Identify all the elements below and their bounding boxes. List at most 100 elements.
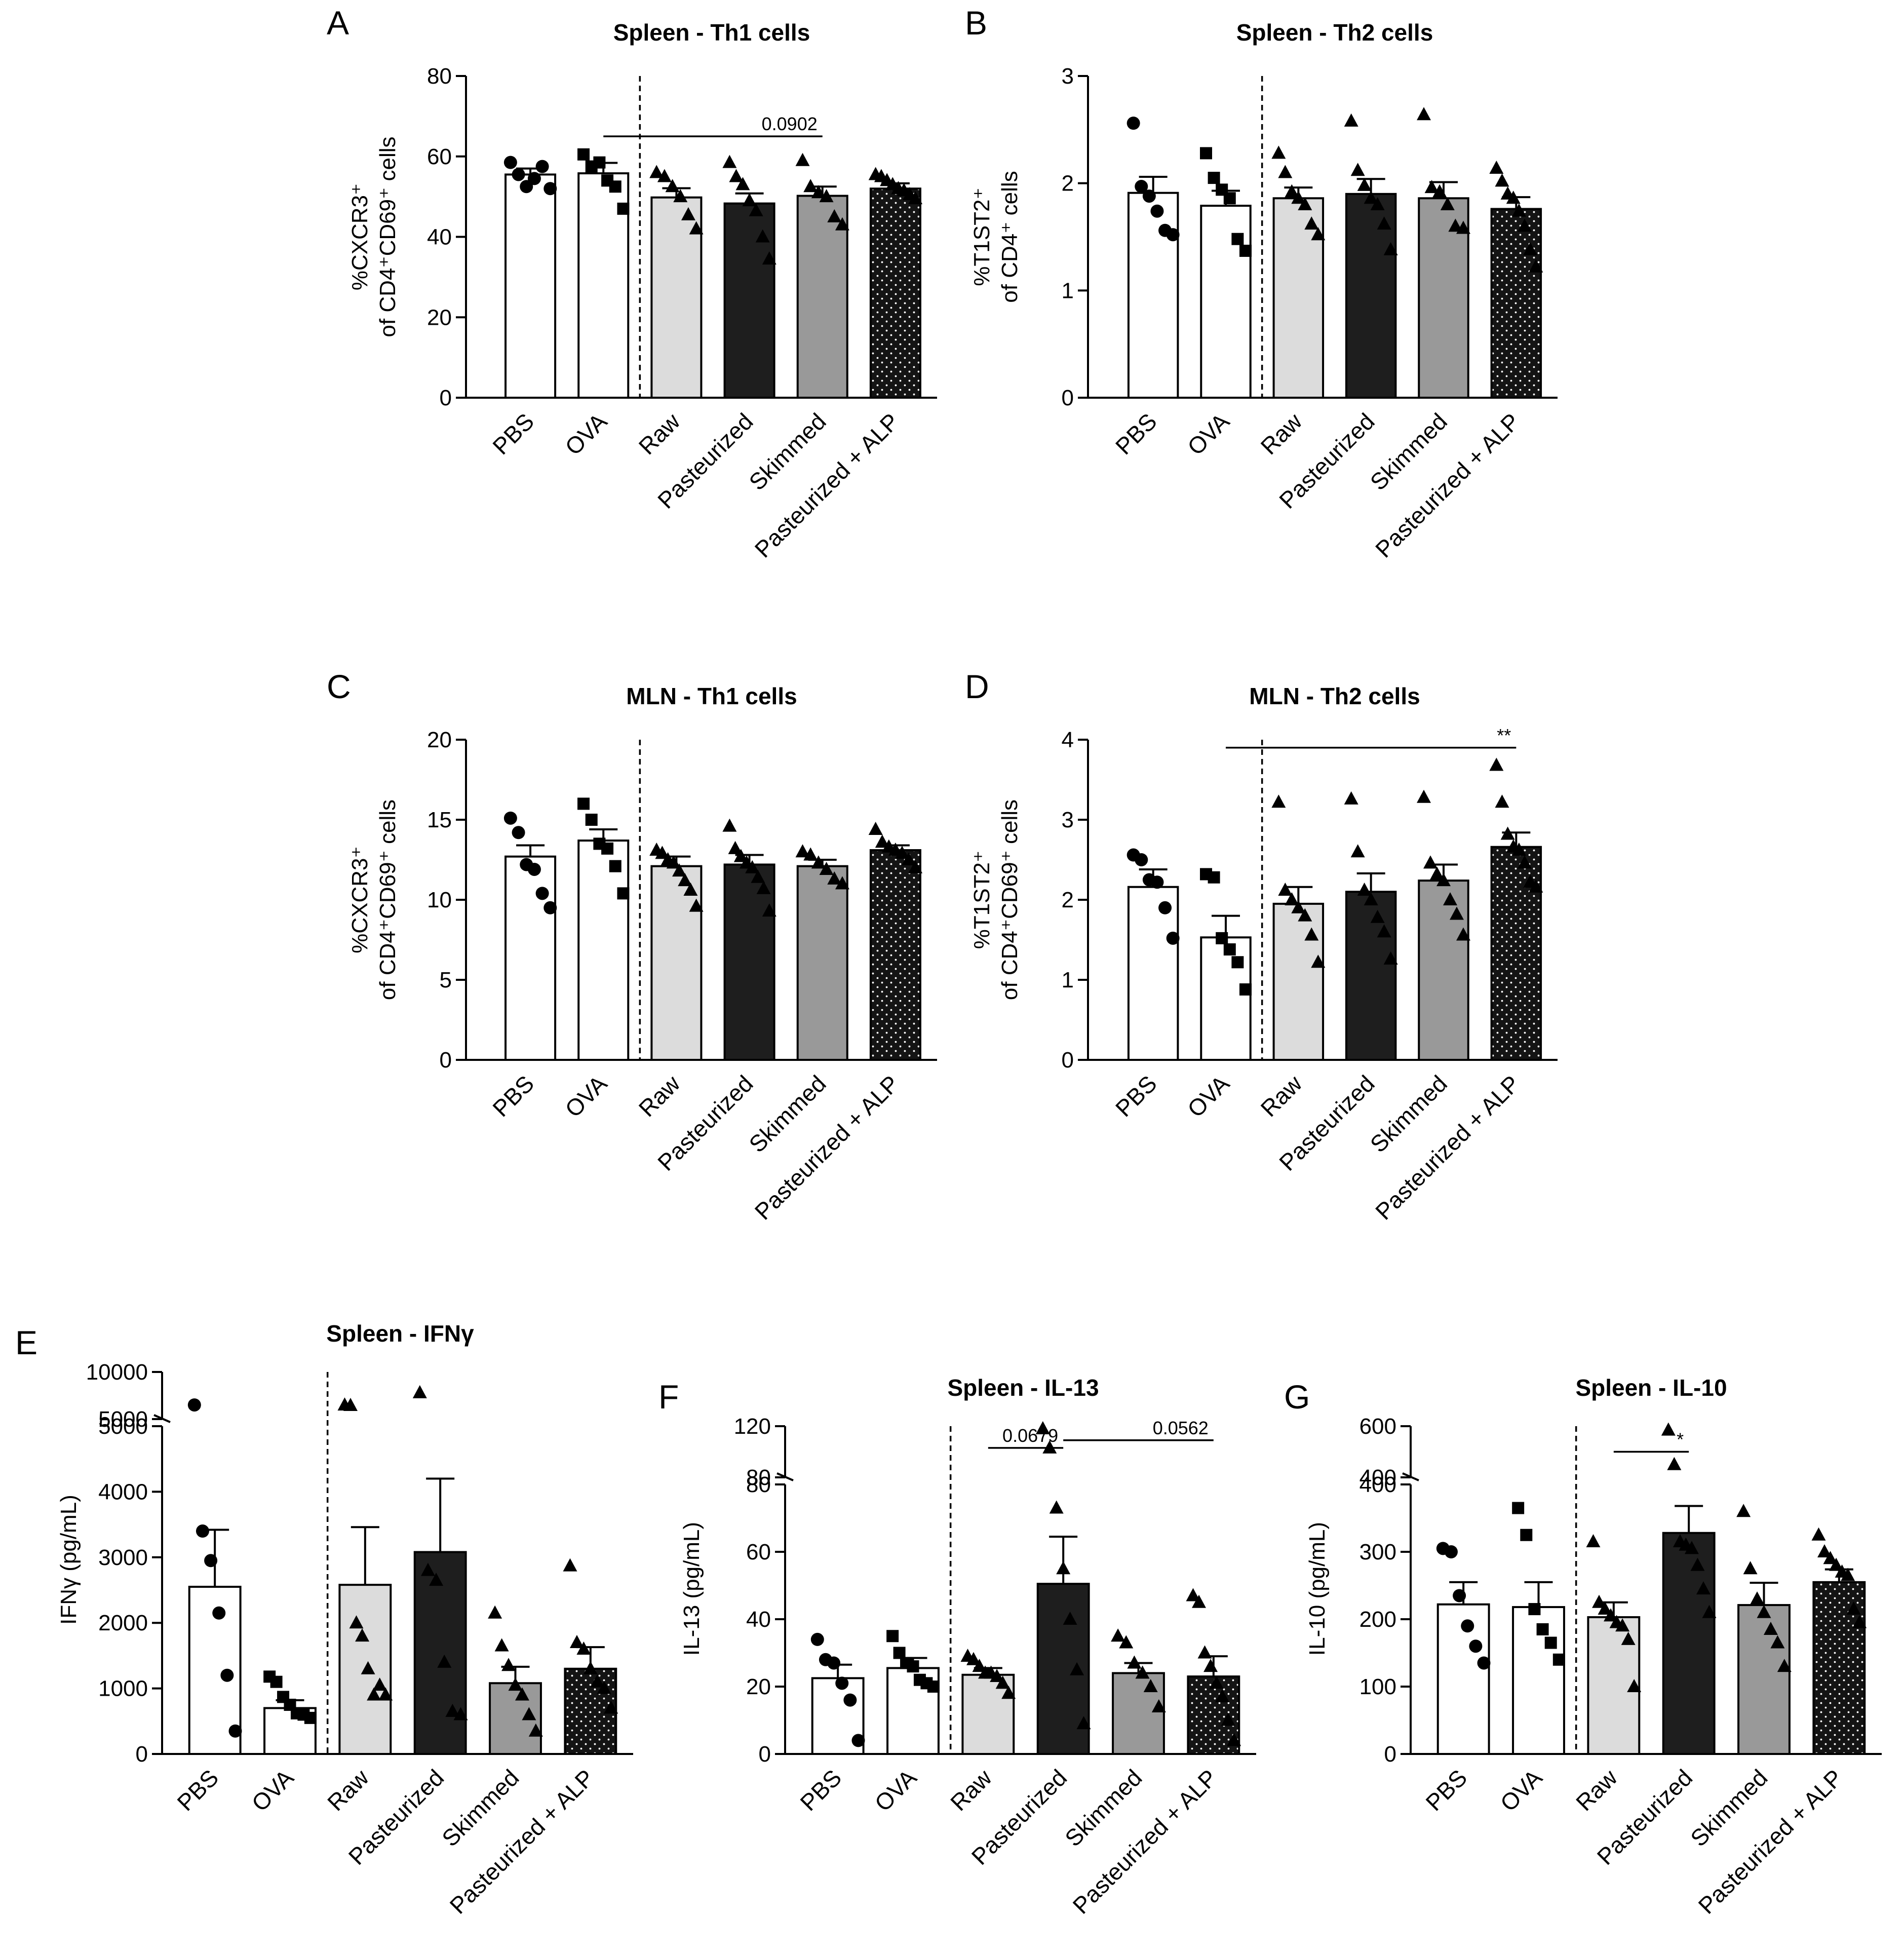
data-point [1311, 955, 1326, 968]
y-tick-label: 0 [1062, 386, 1074, 410]
data-point [535, 160, 549, 173]
y-tick-label: 2 [1062, 171, 1074, 196]
data-point [1529, 879, 1543, 893]
y-tick-label: 80 [427, 64, 452, 89]
data-point [751, 869, 765, 883]
data-point [902, 852, 916, 865]
data-point [1615, 1618, 1630, 1632]
data-point [851, 1734, 865, 1747]
data-point [577, 797, 590, 810]
data-point [1151, 1699, 1166, 1712]
data-point [522, 1707, 536, 1721]
data-point [908, 860, 923, 873]
data-point [1440, 197, 1455, 210]
x-tick-label: Pasteurized + ALP [750, 408, 904, 562]
data-point [1150, 875, 1164, 889]
bar-pbs [504, 855, 557, 1061]
y-axis-label: %CXCR3⁺ [347, 846, 372, 953]
data-point [811, 185, 826, 199]
data-point [220, 1668, 234, 1682]
data-point [1489, 161, 1504, 174]
y-tick-label: 20 [746, 1674, 771, 1699]
x-tick-label: OVA [1182, 1070, 1234, 1122]
data-point [1223, 943, 1236, 956]
data-point [1127, 1655, 1142, 1669]
data-point [673, 189, 688, 203]
y-tick-label: 4000 [98, 1479, 148, 1504]
data-point [1461, 1619, 1474, 1633]
data-point [617, 202, 630, 215]
data-point [1489, 757, 1504, 771]
data-point [515, 1687, 529, 1701]
data-point [1432, 184, 1447, 198]
data-point [966, 1652, 981, 1665]
y-axis-label: of CD4⁺ cells [997, 171, 1022, 302]
y-tick-label: 40 [746, 1607, 771, 1632]
bar-pasteurized-alp [1812, 1581, 1866, 1755]
data-point [1364, 892, 1378, 905]
bar-pasteurized [1662, 1532, 1716, 1755]
data-point [755, 229, 770, 243]
data-point [1511, 203, 1526, 217]
y-tick-label: 5000 [98, 1407, 148, 1432]
data-point [666, 855, 681, 869]
data-point [733, 849, 748, 862]
data-point [1135, 180, 1148, 194]
data-point [1520, 1529, 1533, 1541]
panel-letter: E [15, 1324, 37, 1361]
y-axis-label: %T1ST2⁺ [969, 187, 994, 286]
y-tick-label: 0 [440, 1048, 452, 1073]
x-tick-label: OVA [1495, 1764, 1547, 1816]
data-point [583, 1661, 598, 1674]
y-tick-label: 40 [427, 225, 452, 250]
data-point [1621, 1631, 1636, 1645]
data-point [810, 1632, 824, 1646]
data-point [843, 1693, 857, 1707]
bar-ova [577, 839, 630, 1061]
data-point [742, 193, 757, 207]
bar-pasteurized-alp [869, 849, 921, 1061]
bar-pasteurized-alp [869, 187, 921, 399]
x-tick-label: PBS [1110, 1070, 1162, 1122]
panel-letter: C [327, 668, 351, 705]
data-point [1763, 1621, 1778, 1635]
data-point [1841, 1568, 1855, 1581]
data-point [343, 1398, 358, 1411]
data-point [1444, 1545, 1458, 1558]
y-tick-label: 200 [1359, 1607, 1396, 1632]
y-tick-label: 2000 [98, 1611, 148, 1635]
data-point [1757, 1605, 1771, 1618]
data-point [655, 846, 670, 859]
data-point [1119, 1635, 1134, 1649]
data-point [1377, 924, 1391, 938]
data-point [827, 1656, 841, 1670]
data-point [895, 846, 909, 859]
data-point [657, 169, 672, 182]
x-tick-label: PBS [487, 1070, 539, 1122]
data-point [503, 811, 517, 825]
data-point [1417, 107, 1431, 121]
data-point [1424, 180, 1439, 194]
bar-skimmed [1112, 1672, 1165, 1755]
data-point [756, 881, 771, 894]
data-point [1811, 1527, 1826, 1541]
data-point [745, 860, 760, 873]
data-point [1684, 1541, 1699, 1554]
x-tick-label: Pasteurized + ALP [1693, 1764, 1848, 1919]
data-point [1777, 1659, 1792, 1672]
data-point [1604, 1608, 1618, 1622]
data-point [1770, 1635, 1785, 1649]
data-point [563, 1558, 577, 1572]
data-point [1598, 1601, 1612, 1615]
data-point [445, 1703, 460, 1717]
y-tick-label: 20 [427, 728, 452, 752]
bar-pasteurized [723, 863, 775, 1061]
data-point [1586, 1534, 1601, 1548]
x-tick-label: Pasteurized + ALP [750, 1070, 904, 1225]
data-point [1304, 216, 1319, 230]
data-point [512, 826, 525, 839]
data-point [1852, 1615, 1867, 1628]
data-point [1518, 855, 1532, 869]
data-point [803, 179, 818, 193]
